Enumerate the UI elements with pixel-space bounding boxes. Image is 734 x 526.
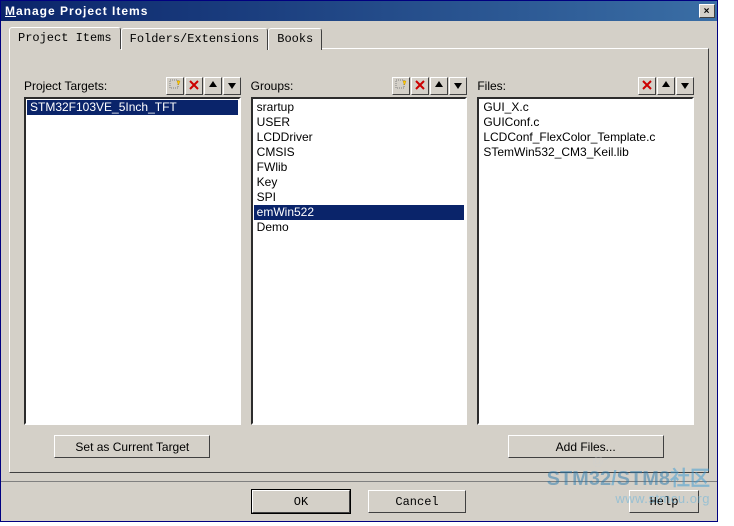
groups-bottom-cell xyxy=(251,435,468,458)
list-item[interactable]: STM32F103VE_5Inch_TFT xyxy=(27,100,238,115)
targets-up-button[interactable] xyxy=(204,77,222,95)
columns: Project Targets: STM32F103VE_5Inch_TFT Gro… xyxy=(24,77,694,425)
list-item[interactable]: FWlib xyxy=(254,160,465,175)
files-bottom-cell: Add Files... xyxy=(477,435,694,458)
targets-bottom-button[interactable]: Set as Current Target xyxy=(54,435,210,458)
groups-up-button[interactable] xyxy=(430,77,448,95)
groups-delete-button[interactable] xyxy=(411,77,429,95)
files-header: Files: xyxy=(477,77,694,95)
down-icon xyxy=(452,79,464,94)
files-down-button[interactable] xyxy=(676,77,694,95)
groups-down-button[interactable] xyxy=(449,77,467,95)
list-item[interactable]: GUIConf.c xyxy=(480,115,691,130)
list-item[interactable]: LCDDriver xyxy=(254,130,465,145)
list-item[interactable]: STemWin532_CM3_Keil.lib xyxy=(480,145,691,160)
dialog-button-bar: OK Cancel Help xyxy=(1,481,717,521)
tab-panel-project-items: Project Targets: STM32F103VE_5Inch_TFT Gro… xyxy=(9,48,709,473)
list-item[interactable]: LCDConf_FlexColor_Template.c xyxy=(480,130,691,145)
list-item[interactable]: Demo xyxy=(254,220,465,235)
list-item[interactable]: CMSIS xyxy=(254,145,465,160)
files-up-button[interactable] xyxy=(657,77,675,95)
files-delete-button[interactable] xyxy=(638,77,656,95)
close-icon: × xyxy=(704,6,711,17)
list-item[interactable]: GUI_X.c xyxy=(480,100,691,115)
tab-books[interactable]: Books xyxy=(268,28,322,50)
up-icon xyxy=(433,79,445,94)
groups-header: Groups: xyxy=(251,77,468,95)
list-item[interactable]: USER xyxy=(254,115,465,130)
targets-new-button[interactable] xyxy=(166,77,184,95)
targets-header: Project Targets: xyxy=(24,77,241,95)
manage-project-items-dialog: Manage Project Items × Project ItemsFold… xyxy=(0,0,718,522)
targets-down-button[interactable] xyxy=(223,77,241,95)
new-icon xyxy=(169,79,181,94)
up-icon xyxy=(660,79,672,94)
column-groups: Groups: srartupUSERLCDDriverCMSISFWlibKey… xyxy=(251,77,468,425)
groups-listbox[interactable]: srartupUSERLCDDriverCMSISFWlibKeySPIemWi… xyxy=(251,97,468,425)
list-item[interactable]: emWin522 xyxy=(254,205,465,220)
files-listbox[interactable]: GUI_X.cGUIConf.cLCDConf_FlexColor_Templa… xyxy=(477,97,694,425)
cancel-button[interactable]: Cancel xyxy=(368,490,466,513)
delete-icon xyxy=(641,79,653,94)
targets-delete-button[interactable] xyxy=(185,77,203,95)
targets-bottom-cell: Set as Current Target xyxy=(24,435,241,458)
down-icon xyxy=(679,79,691,94)
new-icon xyxy=(395,79,407,94)
help-button[interactable]: Help xyxy=(629,490,699,513)
list-item[interactable]: SPI xyxy=(254,190,465,205)
delete-icon xyxy=(414,79,426,94)
column-files: Files: GUI_X.cGUIConf.cLCDConf_FlexColor_… xyxy=(477,77,694,425)
watermark-faint: @ xyxy=(592,454,604,468)
column-targets: Project Targets: STM32F103VE_5Inch_TFT xyxy=(24,77,241,425)
files-bottom-button[interactable]: Add Files... xyxy=(508,435,664,458)
targets-listbox[interactable]: STM32F103VE_5Inch_TFT xyxy=(24,97,241,425)
list-item[interactable]: Key xyxy=(254,175,465,190)
window-title: Manage Project Items xyxy=(5,4,699,18)
tabstrip: Project ItemsFolders/ExtensionsBooks xyxy=(9,27,709,49)
titlebar: Manage Project Items × xyxy=(1,1,717,21)
delete-icon xyxy=(188,79,200,94)
down-icon xyxy=(226,79,238,94)
client-area: Project ItemsFolders/ExtensionsBooks Pro… xyxy=(1,21,717,481)
tab-folders-extensions[interactable]: Folders/Extensions xyxy=(121,28,269,50)
groups-new-button[interactable] xyxy=(392,77,410,95)
tab-project-items[interactable]: Project Items xyxy=(9,27,121,49)
up-icon xyxy=(207,79,219,94)
ok-button[interactable]: OK xyxy=(252,490,350,513)
targets-label: Project Targets: xyxy=(24,79,165,93)
groups-label: Groups: xyxy=(251,79,392,93)
files-label: Files: xyxy=(477,79,637,93)
list-item[interactable]: srartup xyxy=(254,100,465,115)
close-button[interactable]: × xyxy=(699,4,715,18)
